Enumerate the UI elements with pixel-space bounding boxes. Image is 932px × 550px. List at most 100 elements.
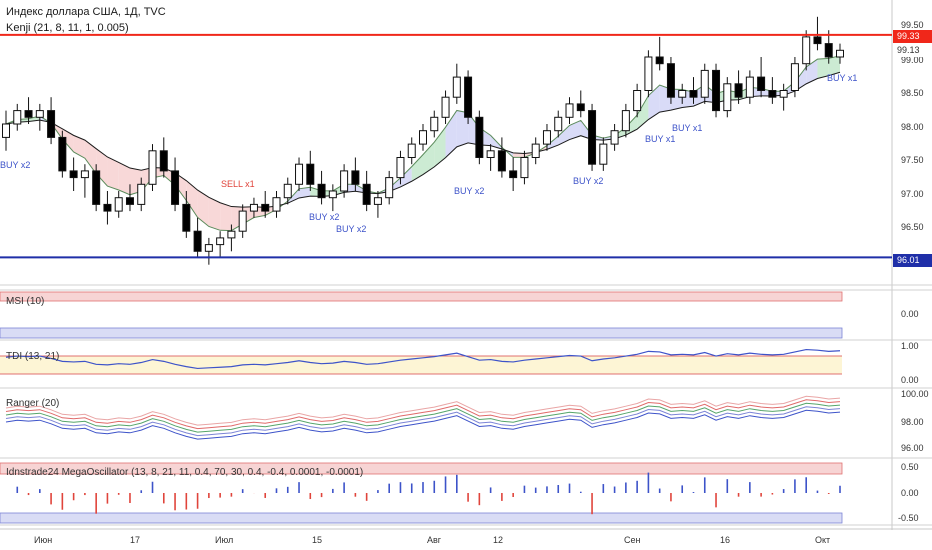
ma-band-segment	[118, 162, 130, 195]
candle-body	[385, 177, 394, 199]
ma-band-segment	[411, 154, 423, 182]
candle-body	[182, 203, 191, 232]
tdi-band	[0, 356, 842, 374]
buy-signal: BUY x2	[0, 160, 31, 170]
ma-band-segment	[62, 128, 74, 152]
candle-body	[227, 230, 236, 239]
resistance-price-badge: 99.33	[893, 30, 932, 43]
candle-body	[475, 116, 484, 159]
candle-body	[272, 197, 281, 212]
ranger-line	[5, 402, 841, 433]
tdi-tick: 1.00	[901, 341, 919, 351]
symbol-title[interactable]: Индекс доллара США, 1Д, TVC	[6, 6, 166, 18]
ranger-line	[5, 406, 841, 437]
candle-body	[295, 163, 304, 185]
price-tick: 98.00	[901, 122, 924, 132]
candle-body	[148, 150, 157, 185]
indicator-label[interactable]: Kenji (21, 8, 11, 1, 0.005)	[6, 22, 129, 34]
x-axis-label: 15	[312, 535, 323, 545]
oscillator-lower-zone	[0, 512, 843, 524]
candle-body	[58, 136, 67, 172]
price-tick: 97.00	[901, 189, 924, 199]
x-axis-label: Июл	[215, 535, 234, 545]
sell-signal: SELL x1	[221, 179, 255, 189]
candle-body	[678, 90, 687, 98]
ma-band-segment	[423, 142, 435, 175]
oscillator-label[interactable]: Idnstrade24 MegaOscillator (13, 8, 21, 1…	[6, 467, 364, 478]
candle-body	[723, 83, 732, 112]
ma-band-segment	[637, 95, 649, 130]
ma-band-segment	[569, 120, 581, 140]
candle-body	[362, 183, 371, 205]
candle-body	[80, 170, 89, 179]
ma-band-segment	[84, 140, 97, 174]
candle-body	[520, 157, 529, 179]
candle-body	[452, 76, 461, 98]
candle-body	[666, 63, 675, 98]
candle-body	[373, 197, 382, 205]
buy-signal: BUY x2	[336, 224, 367, 234]
candle-body	[407, 143, 416, 159]
candle-body	[779, 90, 788, 98]
msi-label[interactable]: MSI (10)	[6, 296, 45, 307]
candle-body	[734, 83, 743, 98]
candle-body	[249, 203, 258, 212]
candle-body	[204, 244, 213, 252]
ranger-line	[5, 409, 841, 440]
candle-body	[599, 143, 608, 165]
candle-body	[554, 116, 563, 132]
candle-body	[2, 123, 10, 138]
candle-body	[396, 157, 405, 179]
msi-tick: 0.00	[901, 309, 919, 319]
candle-body	[419, 130, 427, 145]
candle-body	[216, 237, 225, 246]
tdi-line	[5, 348, 841, 370]
candle-body	[47, 110, 56, 138]
candle-body	[768, 90, 777, 98]
x-axis-label: 12	[493, 535, 504, 545]
candle-body	[125, 197, 134, 205]
ranger-tick: 96.00	[901, 443, 924, 453]
candle-body	[655, 56, 664, 65]
candle-body	[328, 190, 337, 199]
oscillator-upper-zone	[0, 462, 843, 475]
candle-body	[813, 36, 822, 45]
candle-body	[689, 90, 698, 98]
last-price-badge: 99.13	[893, 44, 932, 57]
candle-body	[171, 170, 180, 205]
tdi-label[interactable]: TDI (13, 21)	[6, 351, 60, 362]
candle-body	[633, 90, 642, 112]
candle-body	[283, 183, 292, 199]
candle-body	[712, 69, 721, 112]
slow-ma-line	[5, 71, 841, 208]
ma-band-segment	[107, 157, 119, 190]
ranger-line	[5, 399, 841, 430]
ranger-tick: 100.00	[901, 389, 929, 399]
candle-body	[430, 116, 439, 132]
x-axis-label: Июн	[34, 535, 53, 545]
x-axis-label: Авг	[427, 535, 442, 545]
candle-body	[531, 143, 540, 159]
ma-band-segment	[96, 148, 108, 187]
candle-body	[441, 96, 450, 118]
price-tick: 99.00	[901, 55, 924, 65]
candle-body	[351, 170, 360, 185]
ranger-line	[5, 395, 841, 426]
candle-body	[238, 210, 247, 232]
candle-body	[802, 36, 811, 65]
x-axis-label: Сен	[624, 535, 641, 545]
candle-body	[261, 203, 270, 212]
candle-body	[306, 163, 315, 185]
msi-lower-zone	[0, 327, 843, 339]
x-axis-label: 16	[720, 535, 731, 545]
candle-body	[757, 76, 766, 91]
ma-band-segment	[456, 110, 469, 147]
price-tick: 98.50	[901, 88, 924, 98]
price-tick: 96.50	[901, 222, 924, 232]
candle-body	[576, 103, 585, 112]
support-price-badge: 96.01	[893, 254, 932, 267]
ranger-label[interactable]: Ranger (20)	[6, 398, 60, 409]
ma-band-segment	[828, 55, 840, 76]
candle-body	[610, 130, 619, 145]
